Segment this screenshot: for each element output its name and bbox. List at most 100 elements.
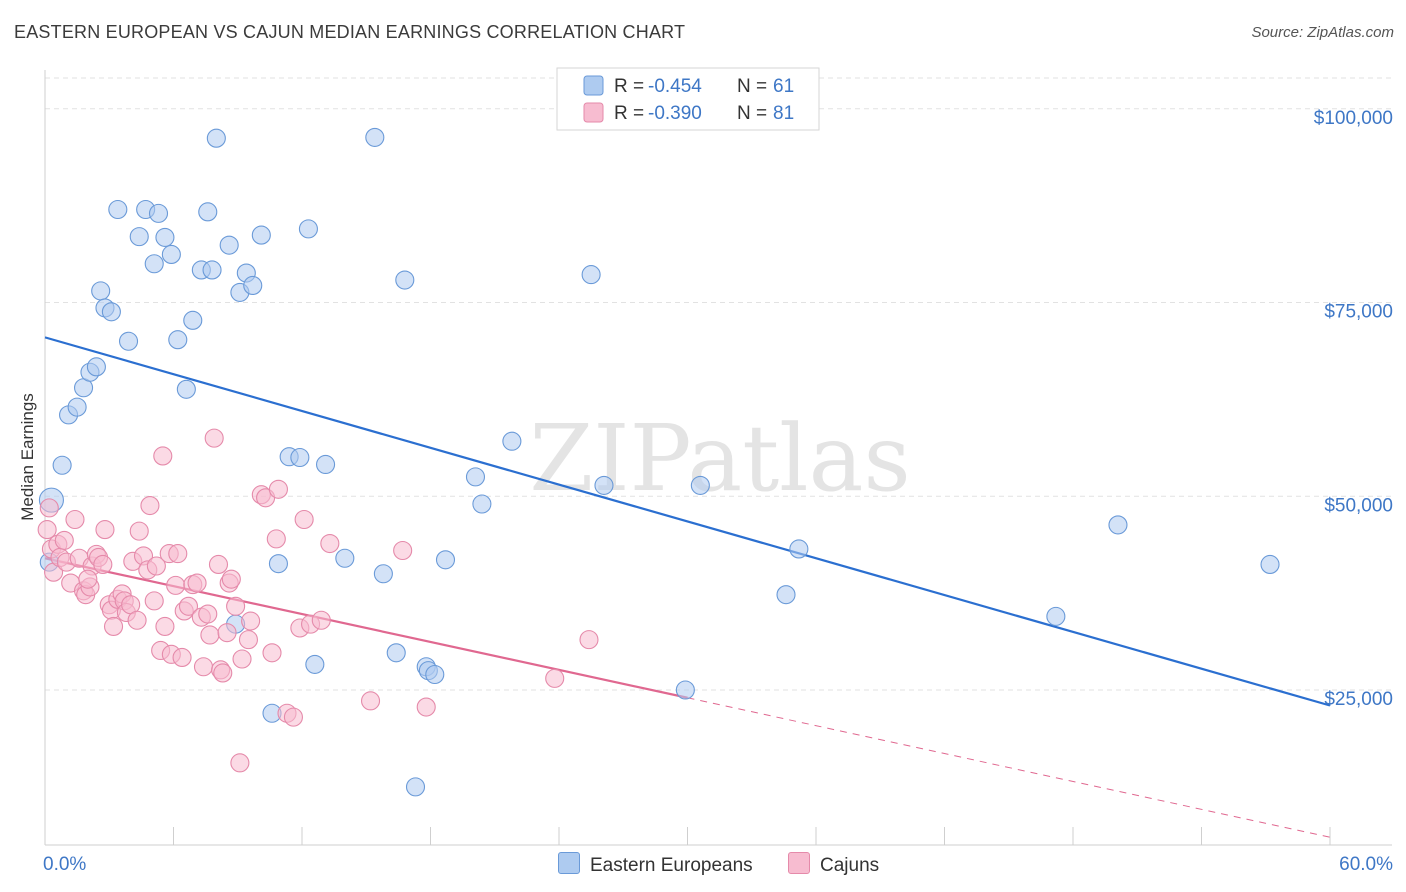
cajuns-point [198,604,218,624]
y-tick-label: $25,000 [1324,689,1393,710]
x-tick-label: 60.0% [1339,854,1393,875]
cajuns-point [153,446,173,466]
trend-line-eastern-europeans [44,336,1331,707]
eastern-europeans-point [198,202,218,222]
cajuns-point [140,495,160,516]
eastern-europeans-point [581,265,601,285]
eastern-europeans-point [298,219,318,239]
cajuns-point [393,540,413,561]
legend-n-value: 61 [773,76,794,97]
cajuns-point [238,630,259,650]
cajuns-point [416,697,436,717]
eastern-europeans-point [395,270,415,290]
legend-item-cajuns: Cajuns [788,852,879,877]
gridlines [45,77,1392,691]
legend-swatch-blue [583,75,604,96]
trend-line-cajuns [44,557,688,699]
eastern-europeans-point [168,330,188,350]
eastern-europeans-point [243,275,263,296]
y-tick-label: $75,000 [1324,302,1393,323]
legend-r-label: R = [614,103,644,124]
cajuns-point [129,521,149,541]
eastern-europeans-point [1108,515,1128,535]
eastern-europeans-point [161,244,181,264]
eastern-europeans-point [251,225,271,245]
cajuns-point [39,498,59,518]
y-tick-labels: $25,000 $50,000 $75,000 $100,000 [1314,108,1393,710]
series-cajuns [37,428,599,773]
legend-r-value: -0.454 [648,76,702,97]
eastern-europeans-point [148,203,169,223]
cajuns-point [230,753,250,773]
cajuns-point [232,649,252,669]
cajuns-point [268,479,288,499]
cajuns-point [221,569,241,589]
cajuns-point [146,556,166,576]
cajuns-point [226,596,246,616]
cajuns-point [283,707,303,727]
eastern-europeans-point [91,281,111,301]
eastern-europeans-point [52,455,72,475]
eastern-europeans-point [690,475,710,495]
cajuns-point [37,520,57,540]
eastern-europeans-point [1046,606,1066,626]
eastern-europeans-point [101,302,121,322]
cajuns-point [311,610,331,630]
cajuns-point [360,691,381,711]
eastern-europeans-point [405,777,426,797]
legend-label: Eastern Europeans [590,855,753,876]
eastern-europeans-point [118,331,139,351]
cajuns-point [241,611,261,631]
eastern-europeans-point [290,447,310,468]
legend-n-label: N = [737,76,767,97]
x-tick-labels: 0.0% 60.0% [43,854,1393,875]
cajuns-point [187,573,207,593]
eastern-europeans-point [144,254,164,274]
cajuns-point [127,610,147,630]
chart-title: EASTERN EUROPEAN VS CAJUN MEDIAN EARNING… [14,22,686,42]
eastern-europeans-point [86,357,106,377]
source-label: Source: ZipAtlas.com [1251,24,1394,41]
eastern-europeans-point [129,227,149,247]
y-tick-label: $50,000 [1324,495,1393,516]
cajuns-point [262,643,282,663]
legend-item-eastern-europeans: Eastern Europeans [558,852,753,877]
eastern-europeans-point [305,654,325,674]
cajuns-point [93,554,113,575]
eastern-europeans-point [502,431,522,451]
cajuns-point [54,530,74,550]
legend-r-value: -0.390 [648,103,702,124]
eastern-europeans-point [675,680,695,700]
cajuns-point [320,533,340,554]
legend-label: Cajuns [820,855,880,876]
eastern-europeans-point [1260,554,1280,575]
eastern-europeans-point [268,554,288,574]
eastern-europeans-point [316,454,336,475]
eastern-europeans-point [202,260,222,280]
eastern-europeans-point [176,379,196,399]
cajuns-point [200,625,220,645]
legend-swatch-pink [788,852,810,874]
series-eastern-europeans [38,127,1280,797]
eastern-europeans-point [472,494,492,514]
cajuns-point [144,591,164,611]
eastern-europeans-point [425,664,445,685]
eastern-europeans-point [183,310,203,330]
axes [44,70,1392,846]
legend-n-label: N = [737,103,767,124]
eastern-europeans-point [67,397,87,417]
eastern-europeans-point [335,548,355,568]
cajuns-point [213,663,233,683]
cajuns-point [208,554,229,575]
eastern-europeans-point [206,128,226,148]
eastern-europeans-point [776,585,796,605]
cajuns-point [78,569,98,589]
legend-top: R = -0.454 N = 61 R = -0.390 N = 81 [556,67,820,131]
cajuns-point [204,428,224,448]
eastern-europeans-point [594,475,614,495]
cajuns-point [166,575,186,595]
cajuns-point [168,544,188,564]
trend-line-cajuns-extrapolated [687,697,1331,838]
eastern-europeans-point [219,235,239,255]
eastern-europeans-point [386,643,406,663]
